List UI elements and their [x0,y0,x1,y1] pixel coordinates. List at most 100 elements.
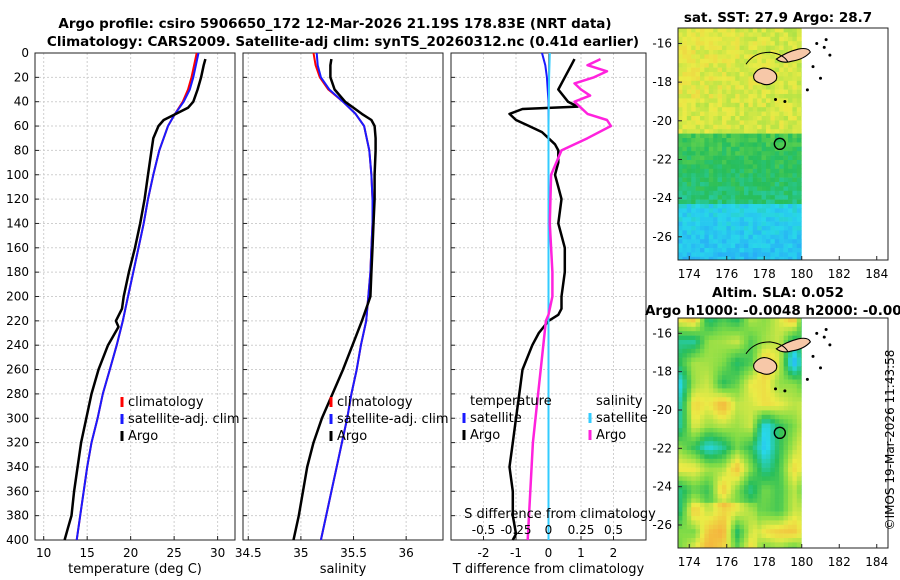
map-cell [761,375,767,380]
map-cell [783,423,789,429]
map-cell [792,322,798,328]
map-cell [761,164,767,170]
map-cell [774,160,780,165]
map-cell [801,80,802,86]
map-cell [678,370,683,376]
map-cell [752,28,758,33]
map-cell [691,388,696,394]
map-cell [796,256,802,260]
map-cell [704,340,710,345]
map-cell [691,502,696,508]
map-cell [722,116,727,121]
map-cell [770,542,776,548]
map-cell [704,234,710,240]
map-cell [739,76,745,82]
map-cell [748,489,754,495]
map-cell [757,419,762,424]
map-cell [788,392,793,398]
map-cell [691,494,696,499]
map-cell [713,489,718,495]
map-cell [752,529,758,534]
map-cell [770,322,776,328]
map-cell [691,133,696,139]
map-cell [682,36,688,42]
map-cell [770,467,776,473]
map-cell [686,392,692,398]
map-cell [722,406,727,411]
map-cell [783,120,789,126]
map-cell [691,432,696,438]
map-cell [801,538,802,543]
map-cell [744,243,749,249]
map-cell [744,186,749,192]
map-cell [770,406,776,411]
map-cell [730,397,736,402]
map-cell [796,45,802,51]
map-cell [774,529,780,534]
map-cell [761,331,767,336]
map-cell [700,489,705,495]
map-cell [686,511,692,517]
map-cell [686,151,692,156]
map-cell [691,41,696,46]
map-cell [783,32,789,38]
map-cell [796,76,802,82]
map-cell [761,326,767,332]
x2-tick-label: 0.5 [604,523,623,537]
map-cell [796,58,802,64]
map-cell [748,384,754,389]
map-cell [779,362,784,367]
map-x-tick-label: 174 [678,555,701,569]
map-cell [774,102,780,108]
map-cell [774,480,780,486]
map-cell [792,410,798,416]
map-cell [682,406,688,411]
map-cell [792,458,798,464]
map-cell [739,186,745,192]
map-cell [761,388,767,394]
map-cell [717,516,723,521]
map-cell [704,546,710,548]
map-cell [735,467,740,473]
map-cell [678,379,683,385]
map-cell [708,498,714,504]
map-cell [774,357,780,363]
map-cell [779,199,784,205]
temp-legend-2-label: Argo [128,429,158,444]
map-cell [730,111,736,117]
map-cell [792,331,798,336]
map-cell [744,428,749,433]
map-cell [783,524,789,530]
map-cell [779,28,784,33]
map-cell [686,432,692,438]
map-cell [717,186,723,192]
map-cell [796,173,802,178]
map-cell [739,138,745,143]
map-y-tick-label: -16 [652,36,672,50]
map-cell [682,138,688,143]
map-cell [752,511,758,517]
map-cell [695,36,701,42]
map-cell [761,445,767,451]
map-cell [774,489,780,495]
map-cell [735,318,740,323]
map-cell [783,76,789,82]
argo-position-marker [773,137,787,151]
map-cell [735,50,740,55]
diff-legend-temp-heading: temperature [470,394,552,409]
map-cell [752,463,758,468]
map-cell [792,234,798,240]
map-cell [704,379,710,385]
map-cell [735,357,740,363]
map-cell [691,190,696,196]
map-cell [796,472,802,477]
x-tick-label: 20 [123,546,138,560]
map-cell [801,146,802,152]
map-cell [788,441,793,446]
temperature-panel: 10 15 20 25 30020406080100120140160180200220… [6,46,240,577]
map-cell [730,331,736,336]
map-cell [739,463,745,468]
map-cell [757,190,762,196]
map-cell [691,168,696,174]
map-cell [761,230,767,236]
